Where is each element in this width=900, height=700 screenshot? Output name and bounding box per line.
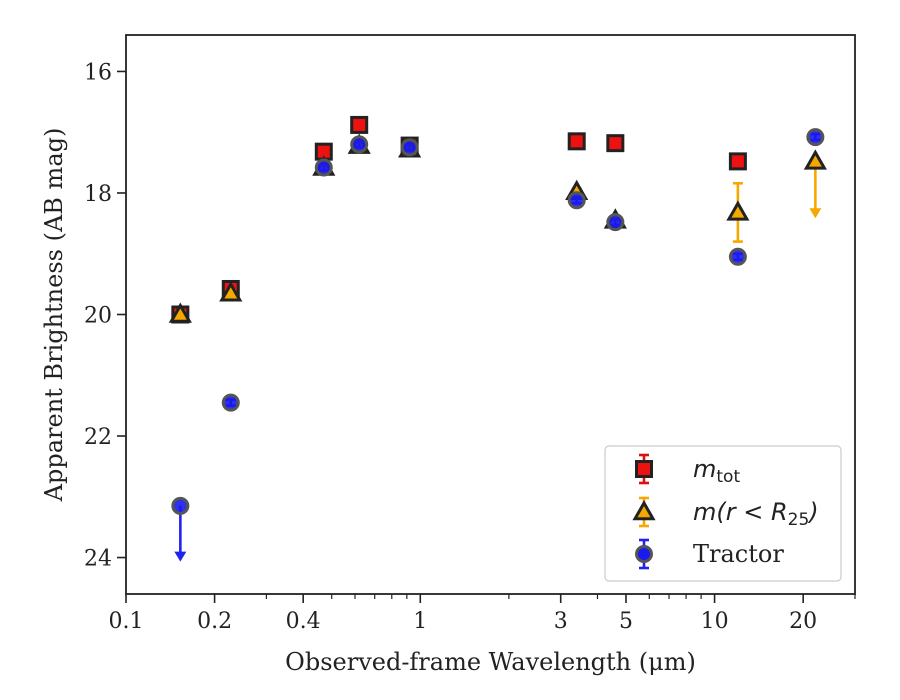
- upper-limit-arrowhead: [809, 208, 822, 219]
- x-tick-label: 0.4: [286, 609, 321, 634]
- series-circle: [171, 128, 825, 562]
- legend-label: Tractor: [693, 540, 784, 568]
- x-axis-label: Observed-frame Wavelength (μm): [285, 648, 696, 676]
- y-tick-label: 20: [84, 304, 112, 329]
- y-tick-label: 22: [84, 425, 112, 450]
- y-axis-label: Apparent Brightness (AB mag): [40, 128, 68, 503]
- data-point: [606, 213, 625, 232]
- y-tick-label: 24: [84, 547, 112, 572]
- data-point: [314, 158, 333, 177]
- data-point: [803, 149, 827, 170]
- legend-label: m(r < R25): [693, 498, 819, 530]
- legend: mtot m(r < R25) Tractor: [604, 445, 842, 582]
- data-point: [400, 138, 419, 157]
- data-point: [606, 134, 625, 153]
- series-triangle: [168, 133, 827, 323]
- legend-box: [604, 445, 842, 582]
- data-point: [806, 128, 825, 147]
- x-tick-label: 5: [619, 609, 633, 634]
- data-point: [171, 496, 190, 515]
- data-point: [350, 135, 369, 154]
- y-tick-label: 16: [84, 60, 112, 85]
- x-tick-label: 20: [789, 609, 817, 634]
- x-tick-label: 3: [554, 609, 568, 634]
- legend-marker: [635, 545, 653, 563]
- data-point: [168, 302, 192, 323]
- data-point: [728, 247, 747, 266]
- upper-limit-arrowhead: [174, 551, 187, 562]
- legend-marker: [632, 499, 656, 521]
- data-point: [567, 191, 586, 210]
- y-tick-label: 18: [84, 182, 112, 207]
- data-point: [221, 393, 240, 412]
- data-point: [726, 200, 750, 221]
- legend-label: mtot: [693, 455, 740, 487]
- data-point: [567, 132, 586, 151]
- legend-marker: [635, 460, 653, 478]
- data-point: [350, 115, 369, 134]
- data-point: [728, 152, 747, 171]
- x-tick-label: 1: [413, 609, 427, 634]
- axes: 0.1 0.2 0.4 1 3 5 10 20 16 18 20 22 24: [84, 34, 856, 634]
- data-point: [219, 281, 243, 302]
- plot-area: [168, 115, 827, 562]
- x-tick-label: 10: [701, 609, 729, 634]
- x-tick-label: 0.1: [109, 609, 144, 634]
- x-tick-label: 0.2: [197, 609, 232, 634]
- series-square: [171, 115, 747, 324]
